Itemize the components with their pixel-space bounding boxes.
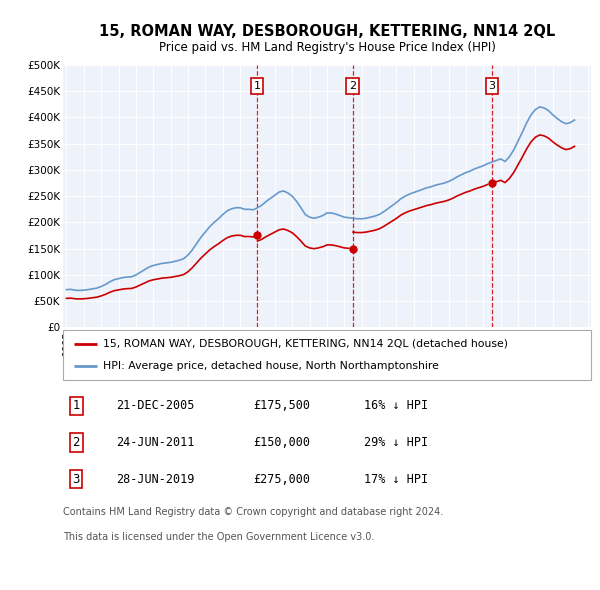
Text: 16% ↓ HPI: 16% ↓ HPI	[364, 399, 428, 412]
Text: £150,000: £150,000	[253, 436, 310, 449]
Text: 1: 1	[73, 399, 80, 412]
Text: £275,000: £275,000	[253, 473, 310, 486]
Text: 15, ROMAN WAY, DESBOROUGH, KETTERING, NN14 2QL: 15, ROMAN WAY, DESBOROUGH, KETTERING, NN…	[99, 24, 555, 39]
Text: 15, ROMAN WAY, DESBOROUGH, KETTERING, NN14 2QL (detached house): 15, ROMAN WAY, DESBOROUGH, KETTERING, NN…	[103, 339, 508, 349]
Text: 3: 3	[488, 81, 496, 91]
Text: HPI: Average price, detached house, North Northamptonshire: HPI: Average price, detached house, Nort…	[103, 361, 439, 371]
Text: 21-DEC-2005: 21-DEC-2005	[116, 399, 194, 412]
Text: Contains HM Land Registry data © Crown copyright and database right 2024.: Contains HM Land Registry data © Crown c…	[63, 507, 443, 517]
Text: 1: 1	[254, 81, 260, 91]
Text: 17% ↓ HPI: 17% ↓ HPI	[364, 473, 428, 486]
Text: Price paid vs. HM Land Registry's House Price Index (HPI): Price paid vs. HM Land Registry's House …	[158, 41, 496, 54]
Text: 28-JUN-2019: 28-JUN-2019	[116, 473, 194, 486]
Text: 2: 2	[349, 81, 356, 91]
Text: 2: 2	[73, 436, 80, 449]
Text: £175,500: £175,500	[253, 399, 310, 412]
Text: 29% ↓ HPI: 29% ↓ HPI	[364, 436, 428, 449]
FancyBboxPatch shape	[63, 330, 591, 380]
Text: This data is licensed under the Open Government Licence v3.0.: This data is licensed under the Open Gov…	[63, 532, 374, 542]
Text: 24-JUN-2011: 24-JUN-2011	[116, 436, 194, 449]
Text: 3: 3	[73, 473, 80, 486]
